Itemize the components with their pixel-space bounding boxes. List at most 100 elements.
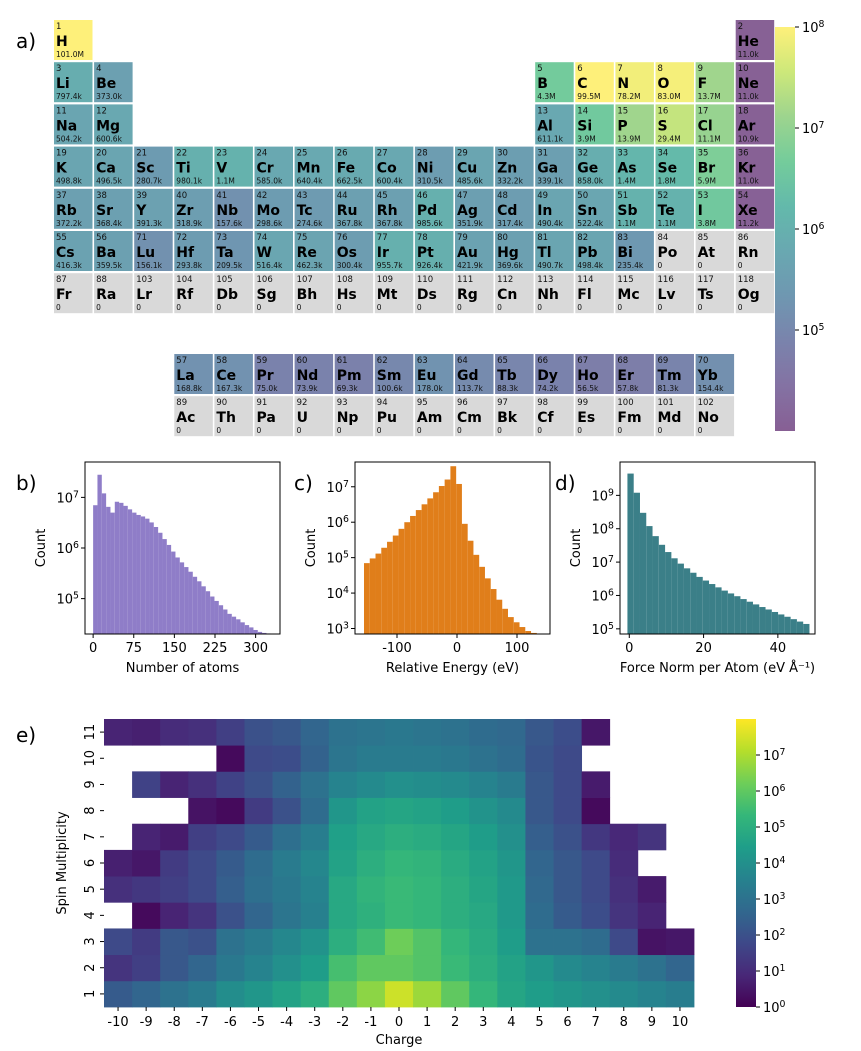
y-tick-label: 103	[327, 621, 350, 638]
element-count: 56.5k	[577, 384, 599, 393]
heatmap-cell	[525, 745, 554, 772]
element-cell-Rg: 111 Rg0	[455, 273, 494, 314]
x-tick-label: 4	[507, 1015, 515, 1030]
element-cell-Hs: 108 Hs0	[334, 273, 374, 314]
element-tile	[615, 146, 654, 187]
heatmap-cell	[525, 849, 554, 877]
heatmap-cell	[160, 954, 189, 982]
element-tile	[214, 231, 253, 271]
periodic-table-colorbar: 105 106 107 108	[775, 19, 825, 431]
heatmap-cell	[244, 902, 273, 929]
heatmap-cell	[581, 928, 611, 956]
element-number: 32	[577, 149, 588, 159]
element-tile	[54, 188, 93, 229]
element-symbol: Sg	[257, 287, 277, 303]
heatmap-cell	[553, 719, 583, 746]
histogram-bar	[262, 632, 267, 634]
histogram-bar	[639, 512, 647, 634]
element-count: 421.9k	[457, 261, 483, 270]
element-symbol: Pu	[377, 410, 397, 426]
element-number: 74	[257, 233, 268, 243]
element-number: 112	[497, 275, 513, 285]
histogram-bar	[525, 631, 532, 634]
x-tick-label: 225	[203, 641, 228, 656]
element-cell-Rf: 104 Rf0	[174, 273, 213, 314]
heatmap-cell	[413, 954, 442, 982]
heatmap-cell	[356, 797, 386, 825]
element-number: 5	[537, 64, 542, 74]
element-number: 106	[257, 275, 273, 285]
histogram-bar	[201, 586, 206, 634]
heatmap-cell	[244, 954, 273, 982]
colorbar-tick-label: 100	[763, 999, 786, 1016]
heatmap-cell	[216, 876, 245, 903]
element-symbol: Fm	[617, 410, 641, 426]
heatmap-cell	[300, 771, 330, 798]
element-symbol: Pr	[257, 368, 274, 384]
element-count: 640.4k	[297, 177, 323, 186]
element-count: 1.1M	[658, 219, 676, 228]
element-count: 0	[96, 303, 101, 312]
histogram-bar	[145, 518, 150, 634]
element-count: 178.0k	[417, 384, 443, 393]
heatmap-cell	[413, 902, 442, 929]
element-number: 76	[337, 233, 348, 243]
element-number: 71	[136, 233, 147, 243]
panel-label-e: e)	[16, 723, 36, 747]
heatmap-cell	[609, 954, 639, 982]
element-number: 70	[698, 356, 709, 366]
x-tick-label: -4	[280, 1015, 293, 1030]
y-tick-label: 105	[327, 550, 350, 567]
element-cell-C: 6 C99.5M	[575, 62, 614, 103]
element-count: 81.3k	[658, 384, 680, 393]
heatmap-cell	[328, 954, 358, 982]
element-tile	[294, 396, 334, 437]
element-number: 22	[176, 149, 187, 159]
y-tick-label: 3	[83, 937, 98, 945]
charge-spin-heatmap: -10 -9 -8 -7 -6 -5 -4 -3 -2 -1 0 1 2 3 4 5 6 7 8 9 101234567…	[55, 719, 695, 1048]
heatmap-cell	[384, 797, 414, 825]
element-symbol: Mn	[297, 161, 321, 177]
histogram-bar	[677, 563, 684, 634]
y-tick-label: 107	[57, 489, 80, 506]
x-axis-label: Relative Energy (eV)	[386, 661, 519, 676]
element-symbol: Zn	[497, 161, 517, 177]
element-symbol: N	[617, 76, 629, 92]
histogram-bar	[192, 576, 198, 634]
element-number: 15	[617, 106, 628, 116]
heatmap-cell	[497, 719, 526, 746]
element-symbol: Ti	[176, 161, 190, 177]
element-number: 110	[417, 275, 433, 285]
element-number: 35	[698, 149, 709, 159]
histogram-bar	[508, 617, 514, 634]
histogram-bar	[433, 492, 439, 634]
element-count: 498.4k	[577, 261, 603, 270]
element-number: 44	[337, 191, 348, 201]
x-tick-label: 40	[770, 641, 787, 656]
colorbar-tick-label: 106	[802, 221, 825, 238]
element-count: 10.9k	[738, 134, 760, 143]
heatmap-cell	[356, 719, 386, 746]
heatmap-cell	[244, 745, 273, 772]
heatmap-cell	[665, 928, 695, 956]
element-symbol: Ts	[698, 287, 714, 303]
element-count: 156.1k	[136, 261, 162, 270]
element-number: 26	[337, 149, 348, 159]
element-cell-Pu: 94 Pu0	[374, 396, 414, 437]
heatmap-cell	[328, 823, 358, 851]
element-tile	[254, 146, 293, 187]
element-tile	[615, 104, 654, 145]
element-count: 13.7M	[698, 92, 721, 101]
element-tile	[535, 231, 574, 271]
heatmap-cell	[497, 902, 526, 929]
histogram-bar	[171, 551, 176, 634]
element-tile	[294, 188, 334, 229]
